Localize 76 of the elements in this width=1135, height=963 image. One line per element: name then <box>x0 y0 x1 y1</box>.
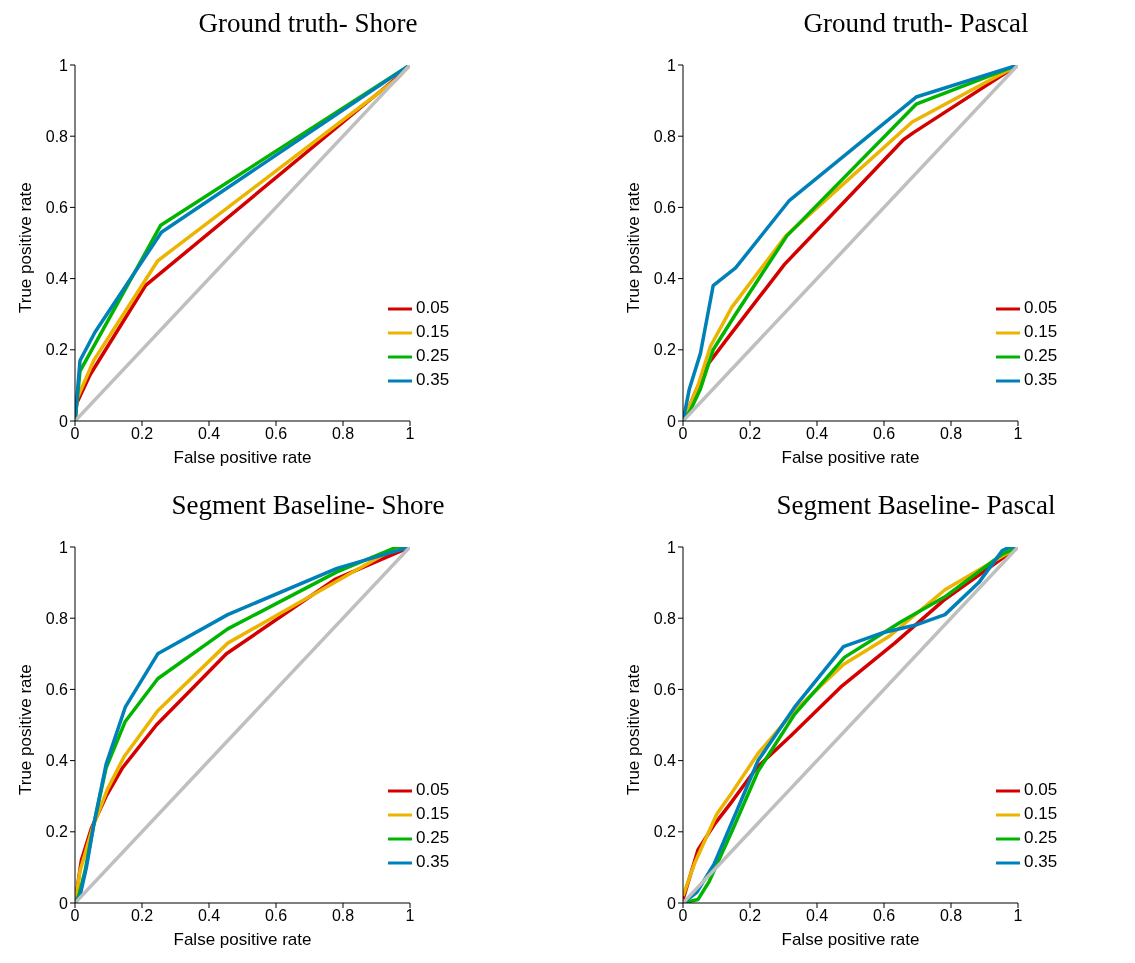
y-tick-label: 0.8 <box>45 609 69 627</box>
x-tick-label: 0.2 <box>738 907 762 925</box>
legend-label: 0.15 <box>1024 322 1058 342</box>
x-tick-label: 0.2 <box>738 425 762 443</box>
y-tick-label: 0.8 <box>653 127 677 145</box>
legend-label: 0.35 <box>416 370 450 390</box>
x-tick-label: 0.8 <box>939 907 963 925</box>
x-tick-label: 0.6 <box>264 425 288 443</box>
x-tick-label: 0.2 <box>130 907 154 925</box>
legend-label: 0.15 <box>416 322 450 342</box>
y-tick-label: 0.4 <box>45 270 69 288</box>
x-tick-label: 0.2 <box>130 425 154 443</box>
y-tick-label: 0.4 <box>45 752 69 770</box>
x-axis-title: False positive rate <box>781 448 920 467</box>
x-axis-title: False positive rate <box>173 448 312 467</box>
y-tick-label: 1 <box>59 56 69 74</box>
x-tick-label: 0.4 <box>197 425 221 443</box>
y-tick-label: 0.8 <box>45 127 69 145</box>
x-tick-label: 1 <box>405 425 415 443</box>
y-axis-title: True positive rate <box>16 182 36 313</box>
y-tick-label: 0 <box>59 412 69 430</box>
x-tick-label: 0 <box>678 907 688 925</box>
chart-title: Segment Baseline- Pascal <box>775 490 1057 522</box>
y-axis-title: True positive rate <box>624 182 644 313</box>
y-tick-label: 0.8 <box>653 609 677 627</box>
legend-label: 0.25 <box>1024 828 1058 848</box>
y-tick-label: 0 <box>667 894 677 912</box>
y-tick-label: 0.2 <box>653 823 677 841</box>
y-axis-title: True positive rate <box>624 664 644 795</box>
y-tick-label: 0.6 <box>653 199 677 217</box>
legend-label: 0.05 <box>1024 298 1058 318</box>
legend-label: 0.35 <box>416 852 450 872</box>
legend-label: 0.25 <box>416 828 450 848</box>
y-tick-label: 0.4 <box>653 270 677 288</box>
y-tick-label: 1 <box>667 538 677 556</box>
y-axis-title: True positive rate <box>16 664 36 795</box>
x-tick-label: 0.8 <box>331 425 355 443</box>
x-tick-label: 0 <box>70 907 80 925</box>
legend-label: 0.25 <box>416 346 450 366</box>
y-tick-label: 0 <box>667 412 677 430</box>
y-tick-label: 1 <box>59 538 69 556</box>
legend-label: 0.15 <box>1024 804 1058 824</box>
x-tick-label: 1 <box>405 907 415 925</box>
legend-label: 0.35 <box>1024 370 1058 390</box>
y-tick-label: 0.2 <box>45 823 69 841</box>
x-tick-label: 1 <box>1013 425 1023 443</box>
y-tick-label: 0.6 <box>45 681 69 699</box>
y-tick-label: 0.6 <box>45 199 69 217</box>
x-tick-label: 0.6 <box>872 907 896 925</box>
legend-label: 0.05 <box>416 780 450 800</box>
legend-label: 0.35 <box>1024 852 1058 872</box>
x-tick-label: 0 <box>70 425 80 443</box>
x-tick-label: 0.4 <box>805 907 829 925</box>
y-tick-label: 0.4 <box>653 752 677 770</box>
legend-label: 0.05 <box>416 298 450 318</box>
x-tick-label: 0.6 <box>872 425 896 443</box>
chart-title: Segment Baseline- Shore <box>170 490 446 522</box>
x-tick-label: 0.6 <box>264 907 288 925</box>
y-tick-label: 0.2 <box>653 341 677 359</box>
legend-label: 0.25 <box>1024 346 1058 366</box>
y-tick-label: 1 <box>667 56 677 74</box>
x-tick-label: 0.8 <box>331 907 355 925</box>
x-tick-label: 0 <box>678 425 688 443</box>
y-tick-label: 0 <box>59 894 69 912</box>
y-tick-label: 0.6 <box>653 681 677 699</box>
x-axis-title: False positive rate <box>781 930 920 949</box>
chart-title: Ground truth- Pascal <box>802 8 1030 40</box>
chart-title: Ground truth- Shore <box>197 8 419 40</box>
legend-label: 0.15 <box>416 804 450 824</box>
y-tick-label: 0.2 <box>45 341 69 359</box>
legend-label: 0.05 <box>1024 780 1058 800</box>
x-tick-label: 0.4 <box>805 425 829 443</box>
x-tick-label: 1 <box>1013 907 1023 925</box>
x-axis-title: False positive rate <box>173 930 312 949</box>
x-tick-label: 0.8 <box>939 425 963 443</box>
x-tick-label: 0.4 <box>197 907 221 925</box>
